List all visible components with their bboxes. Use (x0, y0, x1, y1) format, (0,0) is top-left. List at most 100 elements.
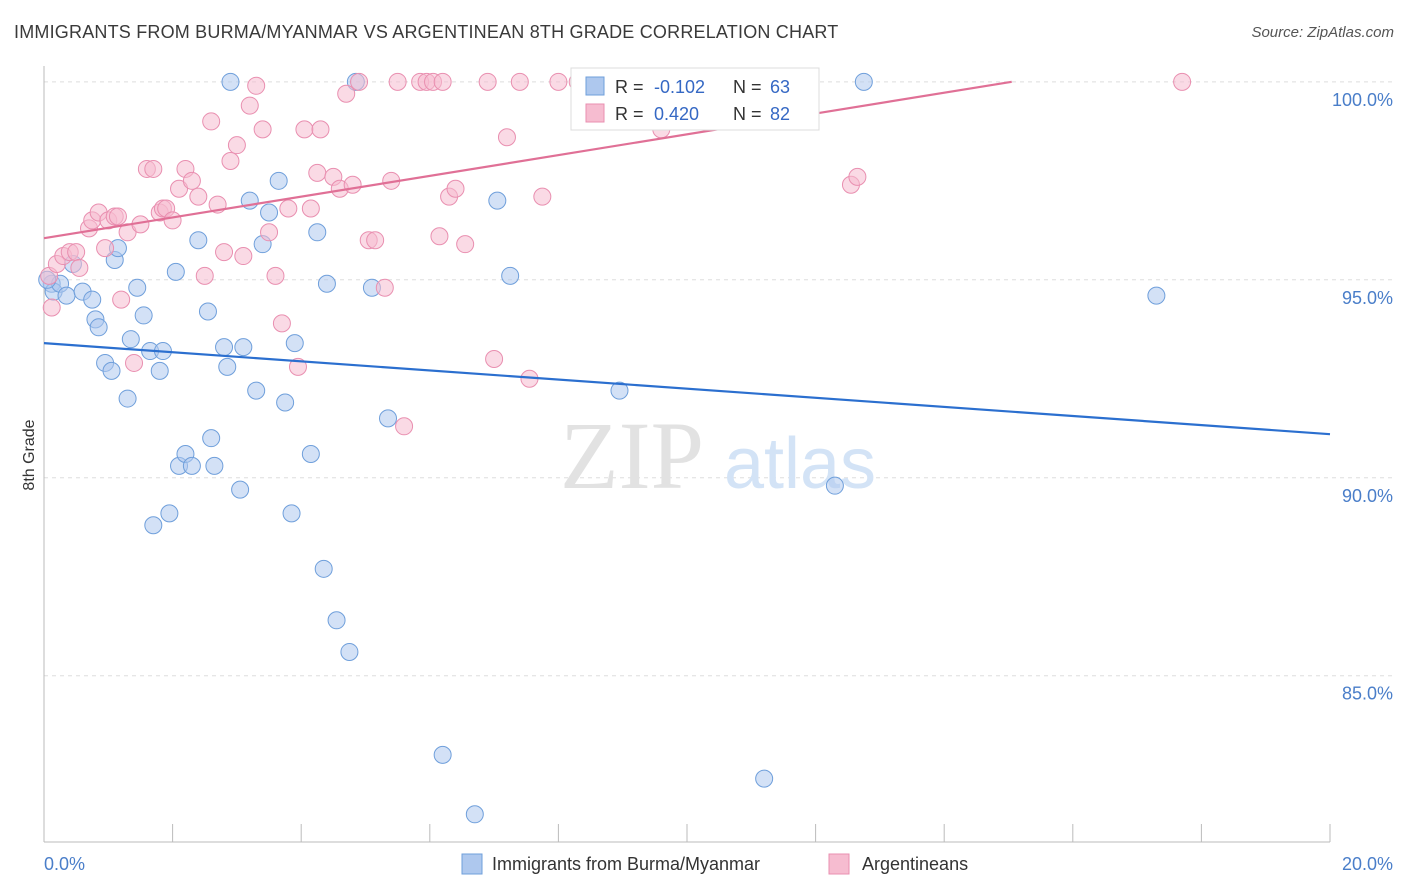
scatter-points (38, 72, 1192, 824)
trend-line-burma (43, 342, 1331, 436)
point-argentinean (1173, 72, 1192, 91)
point-argentinean (510, 72, 529, 91)
trend-lines (43, 80, 1331, 436)
point-argentinean (253, 120, 272, 139)
point-argentinean (366, 231, 385, 250)
series-legend-swatch-pink (828, 853, 850, 875)
legend-n-label-1: N = (733, 77, 762, 97)
point-argentinean (182, 171, 201, 190)
series-legend-swatch-blue (461, 853, 483, 875)
point-burma (276, 393, 295, 412)
point-argentinean (337, 84, 356, 103)
point-burma (160, 504, 179, 523)
point-argentinean (272, 314, 291, 333)
y-tick-label: 85.0% (1342, 684, 1393, 704)
point-burma (301, 445, 320, 463)
point-argentinean (215, 243, 234, 262)
point-argentinean (96, 239, 115, 258)
point-burma (488, 191, 507, 210)
trend-line-argentinean (43, 80, 1012, 240)
y-tick-label: 100.0% (1332, 90, 1393, 110)
point-burma (247, 381, 266, 400)
point-burma (825, 476, 844, 495)
point-argentinean (260, 223, 279, 242)
point-argentinean (247, 76, 266, 95)
point-argentinean (288, 357, 307, 376)
point-argentinean (485, 349, 504, 368)
legend-n-value-2: 82 (770, 104, 790, 124)
point-burma (234, 338, 253, 357)
legend-swatch-blue (585, 76, 605, 96)
point-burma (282, 504, 301, 523)
point-argentinean (202, 112, 221, 131)
legend-swatch-pink (585, 103, 605, 123)
point-burma (433, 745, 452, 764)
y-tick-label: 95.0% (1342, 288, 1393, 308)
point-argentinean (227, 136, 246, 155)
x-tick-label-max: 20.0% (1342, 854, 1393, 874)
chart-title: IMMIGRANTS FROM BURMA/MYANMAR VS ARGENTI… (14, 22, 839, 42)
axes: 100.0% 95.0% 90.0% 85.0% 0.0% 20.0% (43, 66, 1393, 874)
point-argentinean (343, 175, 362, 194)
point-argentinean (108, 207, 127, 226)
point-burma (285, 334, 304, 353)
point-burma (102, 361, 121, 380)
x-tick-label-min: 0.0% (44, 854, 85, 874)
point-burma (83, 290, 102, 309)
y-axis-label: 8th Grade (21, 419, 38, 490)
point-burma (610, 381, 629, 400)
point-argentinean (221, 152, 240, 171)
point-argentinean (478, 72, 497, 91)
point-argentinean (112, 290, 131, 309)
watermark: ZIP atlas (560, 402, 876, 509)
point-burma (327, 611, 346, 630)
point-argentinean (388, 72, 407, 91)
point-burma (134, 306, 153, 325)
point-argentinean (195, 266, 214, 285)
point-burma (118, 389, 137, 408)
stats-legend: R = -0.102 N = 63 R = 0.420 N = 82 (570, 67, 820, 131)
point-burma (1147, 286, 1166, 305)
point-burma (166, 262, 185, 281)
point-argentinean (125, 353, 144, 372)
point-burma (189, 231, 208, 250)
point-argentinean (375, 278, 394, 297)
point-burma (215, 338, 234, 357)
legend-r-value-1: -0.102 (654, 77, 705, 97)
point-argentinean (456, 235, 475, 254)
watermark-atlas: atlas (724, 424, 876, 504)
point-argentinean (301, 199, 320, 218)
point-burma (202, 429, 221, 448)
point-burma (144, 516, 163, 535)
point-argentinean (170, 179, 189, 198)
point-argentinean (240, 96, 259, 115)
point-burma (260, 203, 279, 222)
legend-r-label-2: R = (615, 104, 644, 124)
point-burma (182, 456, 201, 475)
point-burma (218, 357, 237, 376)
point-argentinean (144, 159, 163, 178)
point-argentinean (497, 128, 516, 147)
point-argentinean (163, 211, 182, 230)
point-burma (269, 171, 288, 190)
point-burma (854, 72, 873, 91)
point-argentinean (42, 298, 61, 317)
y-tick-label: 90.0% (1342, 486, 1393, 506)
point-argentinean (848, 167, 867, 186)
watermark-zip: ZIP (560, 402, 704, 509)
point-burma (231, 480, 250, 499)
grid-lines (44, 81, 1392, 677)
point-burma (308, 223, 327, 242)
legend-r-value-2: 0.420 (654, 104, 699, 124)
series-legend-label-blue: Immigrants from Burma/Myanmar (492, 854, 760, 874)
point-argentinean (311, 120, 330, 139)
point-argentinean (533, 187, 552, 206)
source-label: Source: ZipAtlas.com (1251, 24, 1394, 41)
point-argentinean (549, 72, 568, 91)
legend-n-label-2: N = (733, 104, 762, 124)
point-argentinean (234, 247, 253, 266)
series-legend-label-pink: Argentineans (862, 854, 968, 874)
point-burma (314, 559, 333, 578)
point-argentinean (67, 243, 86, 262)
